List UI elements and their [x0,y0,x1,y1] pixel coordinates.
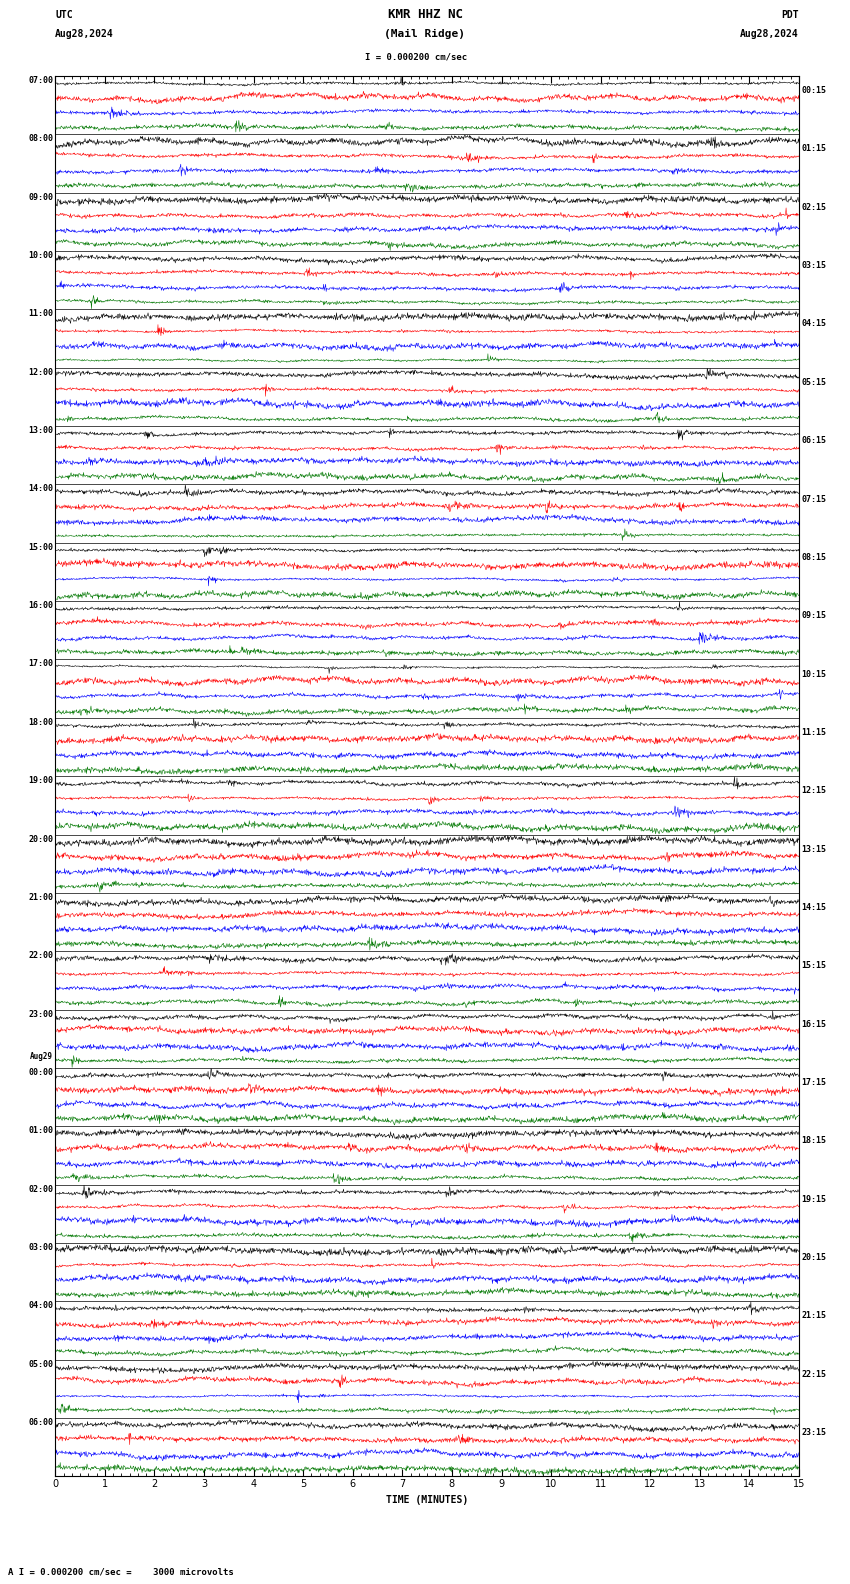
Text: (Mail Ridge): (Mail Ridge) [384,29,466,38]
Text: 07:15: 07:15 [802,494,826,504]
Text: Aug28,2024: Aug28,2024 [55,29,114,38]
Text: 12:00: 12:00 [28,367,53,377]
Text: 01:00: 01:00 [28,1126,53,1136]
Text: 01:15: 01:15 [802,144,826,154]
Text: 10:15: 10:15 [802,670,826,678]
Text: 09:00: 09:00 [28,193,53,201]
Text: 16:15: 16:15 [802,1020,826,1028]
Text: 21:15: 21:15 [802,1312,826,1321]
X-axis label: TIME (MINUTES): TIME (MINUTES) [386,1495,468,1505]
Text: 14:00: 14:00 [28,485,53,494]
Text: 08:00: 08:00 [28,135,53,144]
Text: 06:15: 06:15 [802,436,826,445]
Text: 15:15: 15:15 [802,961,826,971]
Text: 05:00: 05:00 [28,1359,53,1369]
Text: 13:15: 13:15 [802,844,826,854]
Text: 05:15: 05:15 [802,379,826,386]
Text: 04:15: 04:15 [802,320,826,328]
Text: 00:15: 00:15 [802,86,826,95]
Text: UTC: UTC [55,10,73,19]
Text: 10:00: 10:00 [28,250,53,260]
Text: 13:00: 13:00 [28,426,53,436]
Text: 19:15: 19:15 [802,1194,826,1204]
Text: Aug29: Aug29 [30,1052,53,1061]
Text: 00:00: 00:00 [28,1068,53,1077]
Text: 21:00: 21:00 [28,893,53,901]
Text: 09:15: 09:15 [802,611,826,621]
Text: 07:00: 07:00 [28,76,53,86]
Text: 12:15: 12:15 [802,786,826,795]
Text: 03:00: 03:00 [28,1243,53,1251]
Text: 02:00: 02:00 [28,1185,53,1194]
Text: 22:00: 22:00 [28,950,53,960]
Text: 04:00: 04:00 [28,1302,53,1310]
Text: 20:00: 20:00 [28,835,53,844]
Text: 02:15: 02:15 [802,203,826,212]
Text: 20:15: 20:15 [802,1253,826,1262]
Text: 16:00: 16:00 [28,602,53,610]
Text: 19:00: 19:00 [28,776,53,786]
Text: 14:15: 14:15 [802,903,826,912]
Text: I = 0.000200 cm/sec: I = 0.000200 cm/sec [366,52,468,62]
Text: 11:00: 11:00 [28,309,53,318]
Text: 08:15: 08:15 [802,553,826,562]
Text: 18:00: 18:00 [28,718,53,727]
Text: 18:15: 18:15 [802,1136,826,1145]
Text: PDT: PDT [781,10,799,19]
Text: 06:00: 06:00 [28,1418,53,1427]
Text: Aug28,2024: Aug28,2024 [740,29,799,38]
Text: 11:15: 11:15 [802,729,826,737]
Text: 03:15: 03:15 [802,261,826,271]
Text: 23:00: 23:00 [28,1009,53,1019]
Text: KMR HHZ NC: KMR HHZ NC [388,8,462,21]
Text: 23:15: 23:15 [802,1429,826,1437]
Text: A I = 0.000200 cm/sec =    3000 microvolts: A I = 0.000200 cm/sec = 3000 microvolts [8,1567,235,1576]
Text: 22:15: 22:15 [802,1370,826,1378]
Text: 17:15: 17:15 [802,1079,826,1087]
Text: 15:00: 15:00 [28,543,53,551]
Text: 17:00: 17:00 [28,659,53,668]
